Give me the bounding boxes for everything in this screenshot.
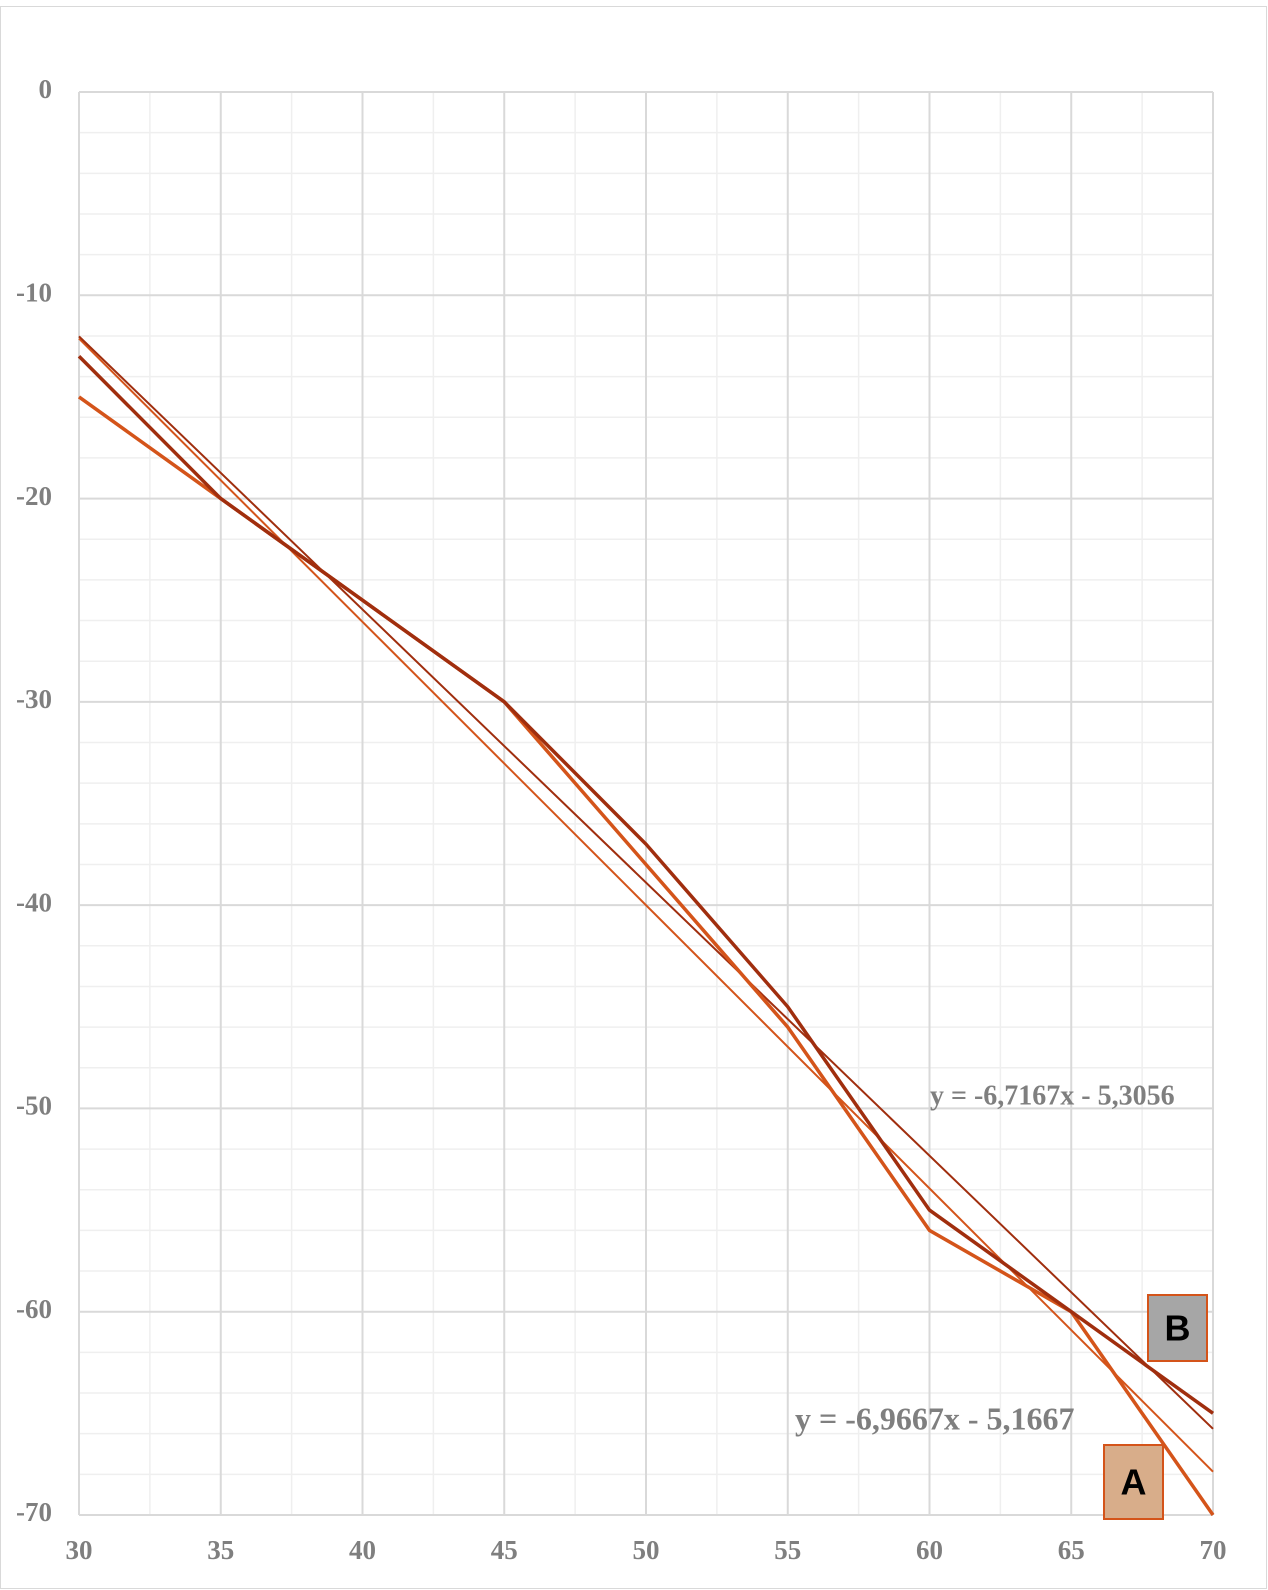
x-tick-label: 30 <box>66 1535 93 1565</box>
trendline-equation: y = -6,7167x - 5,3056 <box>930 1080 1175 1111</box>
y-tick-label: -30 <box>16 684 52 714</box>
y-tick-label: -50 <box>16 1091 52 1121</box>
label-text: B <box>1165 1308 1191 1349</box>
label-text: A <box>1121 1462 1147 1503</box>
y-tick-label: -60 <box>16 1294 52 1324</box>
y-tick-label: 0 <box>39 74 53 104</box>
y-tick-label: -40 <box>16 887 52 917</box>
x-tick-label: 50 <box>633 1535 660 1565</box>
label-box <box>1103 1444 1164 1520</box>
y-tick-label: -20 <box>16 481 52 511</box>
x-tick-label: 70 <box>1200 1535 1227 1565</box>
y-tick-label: -10 <box>16 277 52 307</box>
x-tick-label: 60 <box>916 1535 943 1565</box>
label-box <box>1147 1294 1208 1362</box>
x-tick-label: 65 <box>1058 1535 1085 1565</box>
chart-border <box>0 6 1267 1589</box>
x-tick-label: 40 <box>349 1535 376 1565</box>
trendline <box>78 335 1214 1430</box>
x-tick-label: 55 <box>774 1535 801 1565</box>
series-line <box>77 355 1215 1415</box>
x-tick-label: 35 <box>207 1535 234 1565</box>
x-tick-label: 45 <box>491 1535 518 1565</box>
y-tick-label: -70 <box>16 1497 52 1527</box>
trendline-equation: y = -6,9667x - 5,1667 <box>795 1400 1075 1436</box>
